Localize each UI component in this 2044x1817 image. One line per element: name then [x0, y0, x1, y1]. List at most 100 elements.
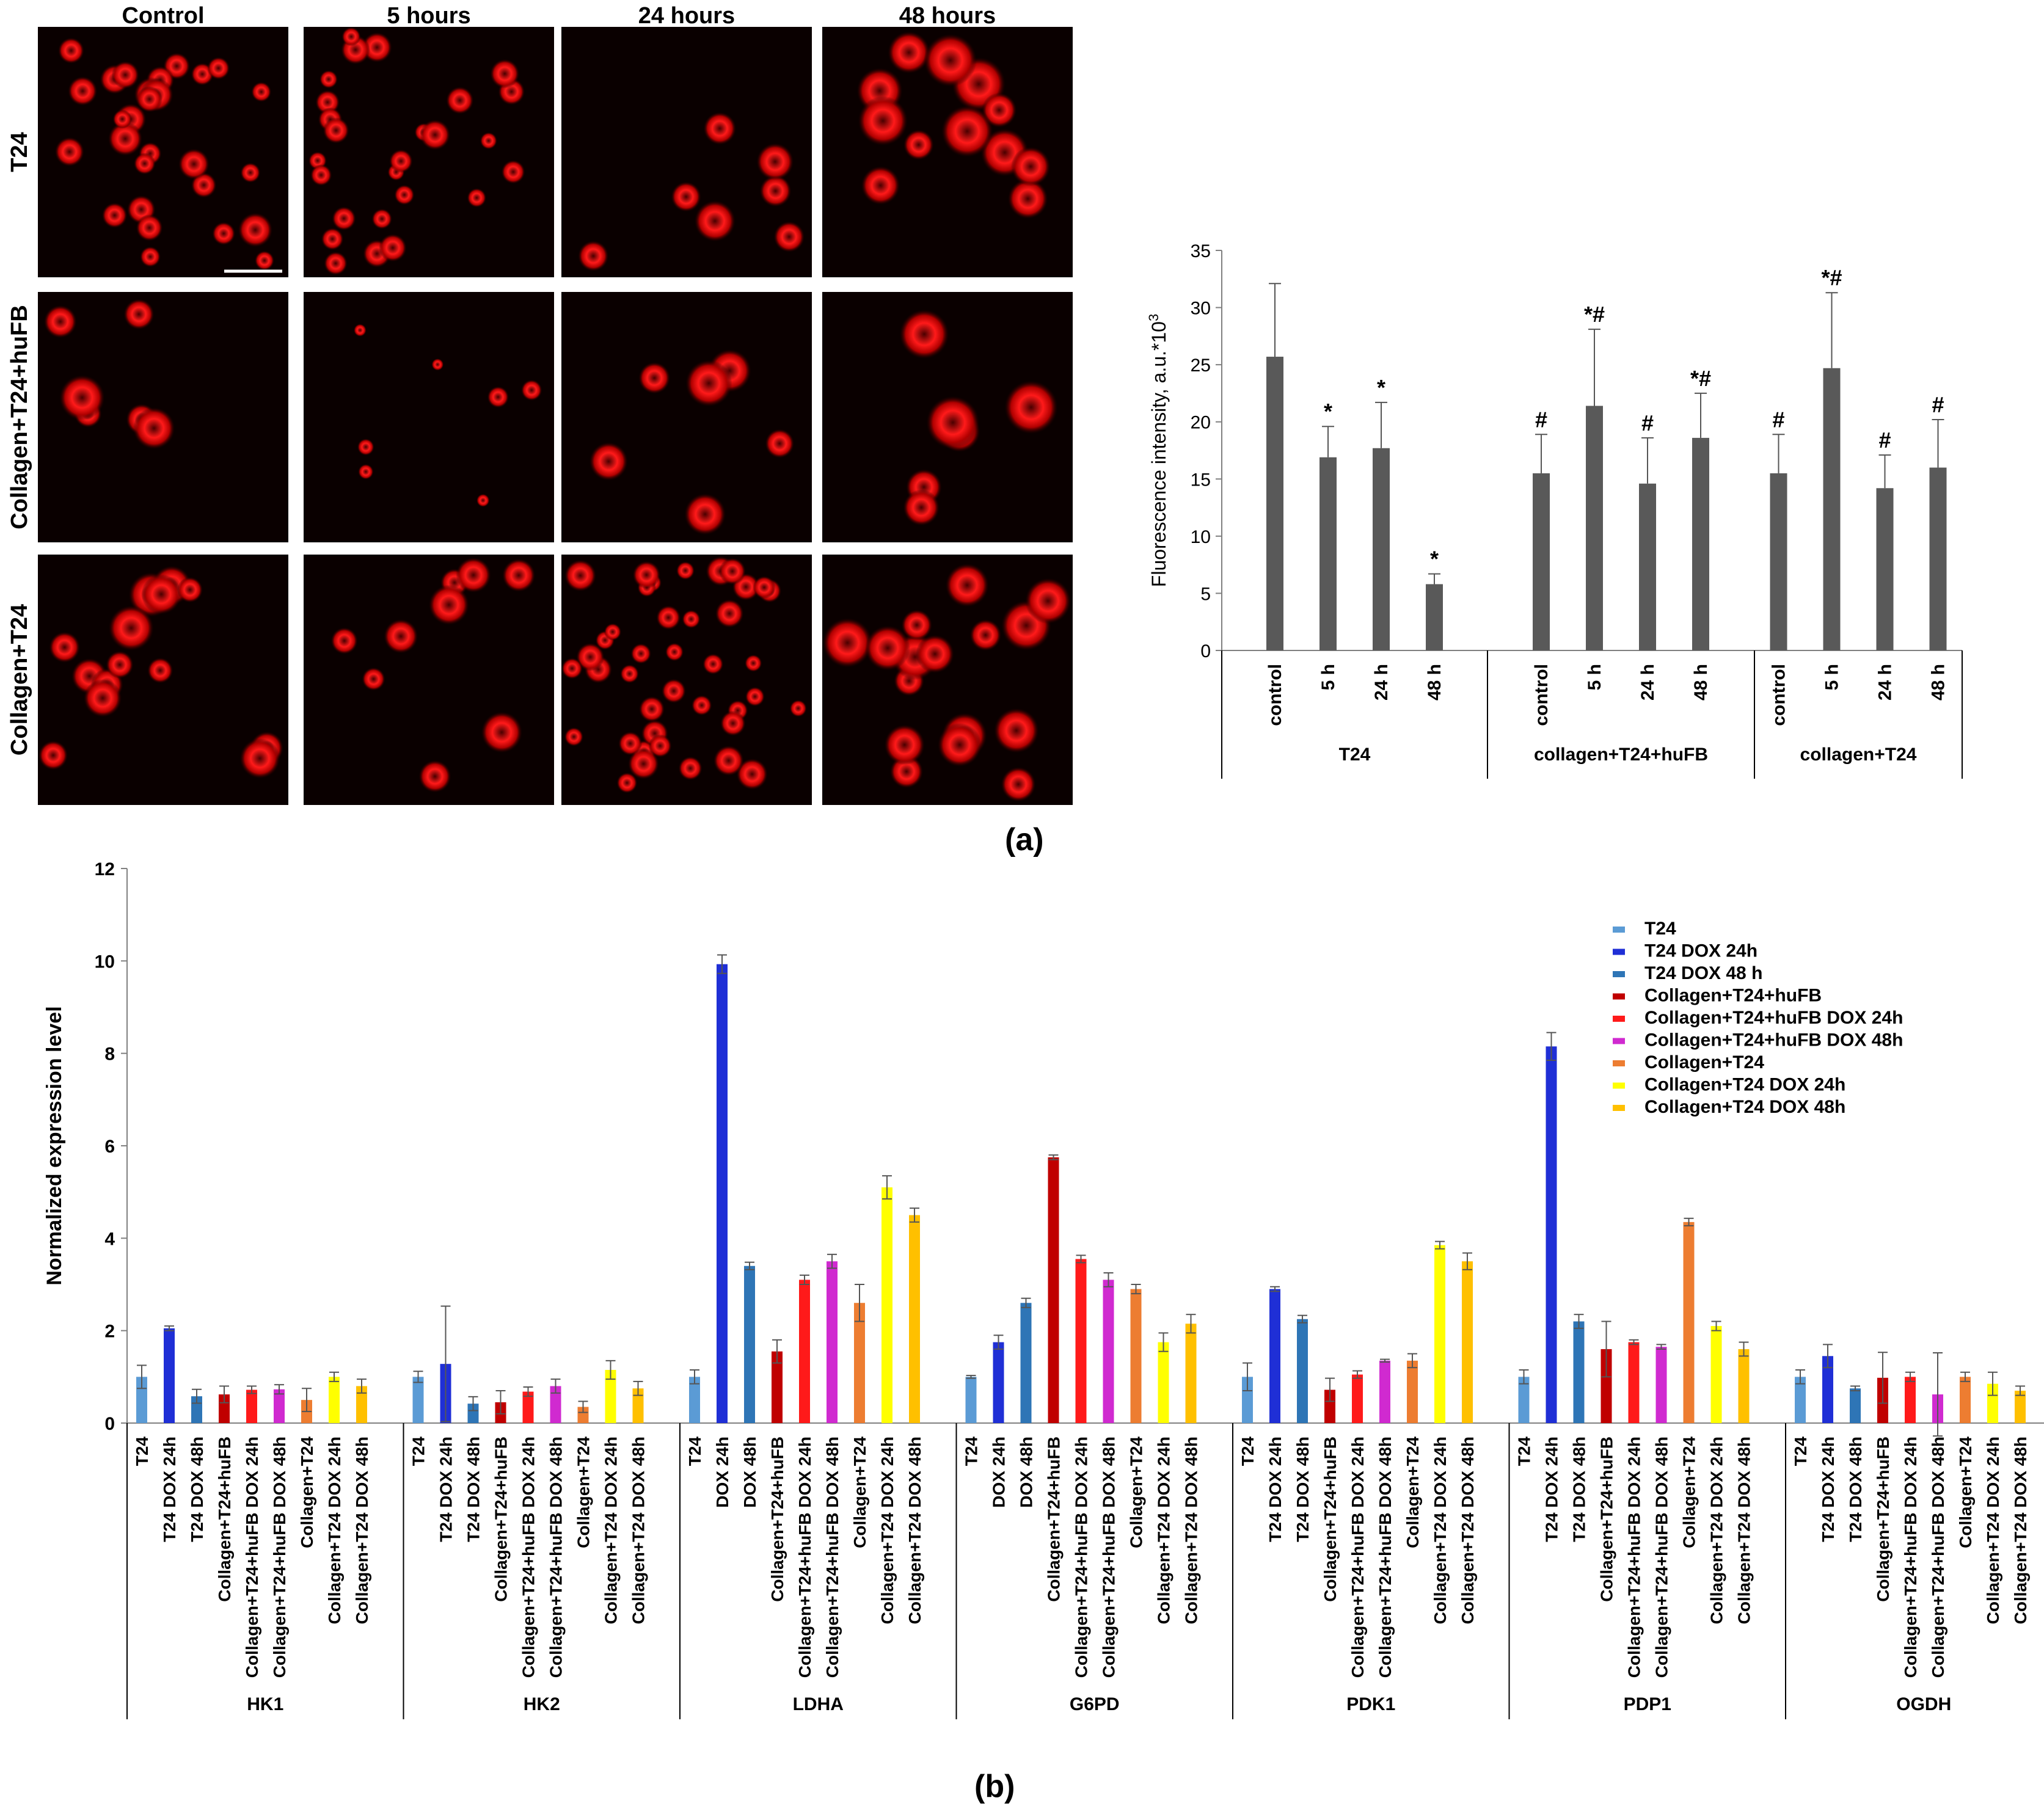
y-tick-label: 12 [95, 859, 115, 879]
cell-blob [888, 31, 930, 74]
cell-blob [589, 442, 628, 481]
group-label: PDP1 [1624, 1694, 1671, 1714]
cell-blob [745, 654, 762, 672]
bar [1319, 457, 1337, 650]
significance-label: # [1641, 410, 1654, 435]
x-tick-label: Collagen+T24 [297, 1436, 316, 1548]
cell-blob [656, 605, 681, 630]
micrograph-image [38, 555, 288, 805]
cell-blob [111, 61, 139, 89]
cell-blob [648, 734, 672, 758]
y-tick-label: 6 [104, 1137, 115, 1157]
y-tick-label: 4 [104, 1229, 115, 1249]
cell-blob [112, 109, 132, 129]
cell-blob [323, 117, 349, 144]
x-tick-label: Collagen+T24 DOX 48h [905, 1436, 924, 1624]
x-tick-label: Collagen+T24+huFB DOX 48h [823, 1436, 842, 1678]
legend-label: Collagen+T24+huFB DOX 48h [1644, 1030, 1903, 1051]
bar [605, 1369, 616, 1423]
cell-blob [108, 605, 154, 651]
x-tick-label: Collagen+T24 DOX 24h [602, 1436, 621, 1624]
x-tick-label: T24 [962, 1436, 981, 1466]
y-tick-label: 25 [1191, 355, 1211, 376]
cell-blob [68, 76, 98, 106]
expression-chart: 0 2 4 6 8 10 12 Normalized expression level T24 T… [0, 843, 2044, 1759]
x-tick-label: DOX 24h [990, 1436, 1009, 1508]
x-tick-label: Collagen+T24+huFB DOX 48h [1652, 1436, 1671, 1678]
y-axis-label-superscript: 3 [1146, 314, 1161, 321]
cell-blob [561, 658, 583, 679]
cell-blob [713, 745, 744, 776]
cell-blob [665, 643, 684, 661]
x-tick-label: DOX 48h [740, 1436, 759, 1508]
cell-blob [38, 740, 68, 770]
cell-blob [330, 627, 358, 655]
micrograph-image [38, 27, 288, 277]
bar [1586, 406, 1603, 650]
group-label: PDK1 [1346, 1694, 1395, 1714]
cell-blob [576, 643, 605, 671]
bar [632, 1388, 644, 1423]
significance-label: * [1377, 375, 1385, 400]
column-header: 48 hours [899, 3, 996, 29]
fluorescence-chart-svg: 0 5 10 15 20 25 30 35 Fluorescence intensity, a.… [1146, 241, 1963, 779]
micrograph-background [304, 292, 554, 542]
bar [2015, 1391, 2026, 1423]
cell-blob [661, 679, 686, 704]
cell-blob [682, 610, 701, 628]
x-tick-label: Collagen+T24+huFB [492, 1436, 511, 1602]
micrograph-image [822, 292, 1073, 542]
cell-blob [133, 407, 175, 450]
group-label: collagen+T24+huFB [1534, 745, 1708, 765]
bar [717, 964, 728, 1423]
bar [1266, 357, 1283, 650]
bar [1379, 1360, 1390, 1423]
significance-label: # [1535, 407, 1547, 432]
cell-blob [321, 227, 344, 250]
cell-blob [941, 105, 993, 158]
cell-blob [123, 299, 155, 330]
bar [854, 1303, 865, 1423]
cell-blob [238, 213, 273, 247]
cell-blob [54, 137, 84, 167]
cell-blob [379, 233, 407, 262]
row-header: T24 [7, 132, 32, 172]
cell-blob [628, 748, 659, 779]
significance-label: * [1324, 399, 1332, 424]
legend-label: T24 DOX 48 h [1644, 963, 1762, 983]
x-tick-label: Collagen+T24+huFB DOX 24h [243, 1436, 261, 1678]
cell-blob [371, 208, 392, 230]
x-tick-label: Collagen+T24 DOX 24h [1707, 1436, 1726, 1624]
y-axis-label: Fluorescence intensity, a.u.*103 [1146, 314, 1170, 587]
cell-blob [865, 625, 911, 671]
cell-blob [924, 34, 977, 87]
cell-blob [616, 772, 638, 793]
cell-blob [901, 610, 933, 641]
x-tick-label: Collagen+T24 DOX 48h [1182, 1436, 1201, 1624]
cell-blob [353, 324, 367, 337]
x-tick-label: T24 [685, 1436, 704, 1466]
micrograph-grid: Control 5 hours 24 hours 48 hours T24 Collage… [7, 3, 1073, 805]
cell-blob [638, 362, 671, 394]
micrograph-image [561, 292, 812, 542]
x-tick-label: Collagen+T24+huFB [1874, 1436, 1893, 1602]
x-tick-label: T24 DOX 24h [437, 1436, 456, 1542]
cell-blob [59, 374, 105, 421]
y-tick-label: 8 [104, 1044, 115, 1065]
cell-blob [745, 686, 765, 707]
x-tick-label: 24 h [1875, 664, 1896, 701]
cell-blob [753, 575, 776, 599]
bar [246, 1389, 257, 1423]
x-tick-label: T24 DOX 48h [188, 1436, 206, 1542]
cell-blob [177, 577, 203, 603]
cell-blob [703, 654, 724, 675]
cell-blob [703, 112, 737, 145]
bar [1352, 1374, 1363, 1423]
x-tick-label: control [1265, 664, 1285, 726]
group-label: OGDH [1896, 1694, 1951, 1714]
x-tick-label: Collagen+T24+huFB DOX 24h [1625, 1436, 1644, 1678]
bar [1546, 1046, 1557, 1423]
x-tick-label: Collagen+T24+huFB DOX 24h [795, 1436, 814, 1678]
significance-label: # [1932, 392, 1944, 417]
